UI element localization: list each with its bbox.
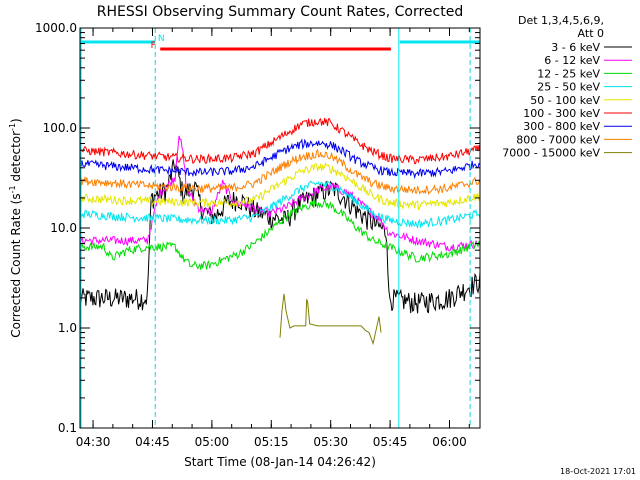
legend-label-2: 12 - 25 keV	[537, 67, 600, 80]
y-tick-label-2: 10.0	[50, 221, 77, 235]
legend-label-0: 3 - 6 keV	[551, 41, 600, 54]
series-line-7	[79, 148, 481, 196]
x-axis-ticks: 04:30 04:45 05:00 05:15 05:30 05:45 06:00	[76, 28, 470, 449]
y-label-sup-2: -1	[8, 123, 17, 131]
legend-label-3: 25 - 50 keV	[537, 81, 600, 94]
legend-header-line-2: Att 0	[578, 27, 604, 40]
x-tick-label-0: 04:30	[76, 435, 111, 449]
y-tick-label-3: 1.0	[58, 321, 77, 335]
legend-label-5: 100 - 300 keV	[523, 107, 600, 120]
date-stamp: 18-Oct-2021 17:01	[560, 467, 636, 476]
x-tick-label-3: 05:15	[254, 435, 289, 449]
flag-label-1: F	[151, 41, 156, 51]
x-axis-label: Start Time (08-Jan-14 04:26:42)	[184, 455, 376, 469]
legend-label-6: 300 - 800 keV	[523, 120, 600, 133]
y-axis-label: Corrected Count Rate (s-1 detector-1)	[8, 118, 23, 337]
legend-label-8: 7000 - 15000 keV	[502, 147, 600, 160]
y-axis-ticks: 1000.0 100.0 10.0 1.0 0.1	[35, 21, 480, 435]
y-label-mid: detector	[9, 131, 23, 186]
y-label-sup-1: -1	[8, 185, 17, 193]
x-tick-label-5: 05:45	[373, 435, 408, 449]
y-tick-label-0: 1000.0	[35, 21, 77, 35]
legend-label-1: 6 - 12 keV	[544, 54, 600, 67]
x-tick-label-4: 05:30	[313, 435, 348, 449]
series-line-2	[79, 198, 481, 270]
y-label-end: )	[9, 118, 23, 123]
x-tick-label-6: 06:00	[432, 435, 467, 449]
series-line-1	[79, 135, 481, 252]
series-line-3	[79, 180, 481, 229]
legend-label-4: 50 - 100 keV	[530, 94, 600, 107]
y-label-main: Corrected Count Rate (s	[9, 193, 23, 337]
chart-title: RHESSI Observing Summary Count Rates, Co…	[97, 4, 463, 20]
flag-label-0: N	[158, 34, 165, 44]
series-line-4	[79, 162, 481, 211]
series-layer	[79, 117, 481, 346]
series-line-5	[79, 117, 481, 165]
x-tick-label-1: 04:45	[135, 435, 170, 449]
series-line-6	[79, 138, 481, 180]
y-tick-label-4: 0.1	[58, 421, 77, 435]
series-line-0	[79, 159, 481, 314]
legend-header-line-1: Det 1,3,4,5,6,9,	[518, 14, 604, 27]
series-line-8	[279, 293, 382, 346]
y-tick-label-1: 100.0	[43, 121, 77, 135]
legend-label-7: 800 - 7000 keV	[516, 133, 600, 146]
x-tick-label-2: 05:00	[195, 435, 230, 449]
attenuator-flags: NF	[81, 34, 480, 51]
